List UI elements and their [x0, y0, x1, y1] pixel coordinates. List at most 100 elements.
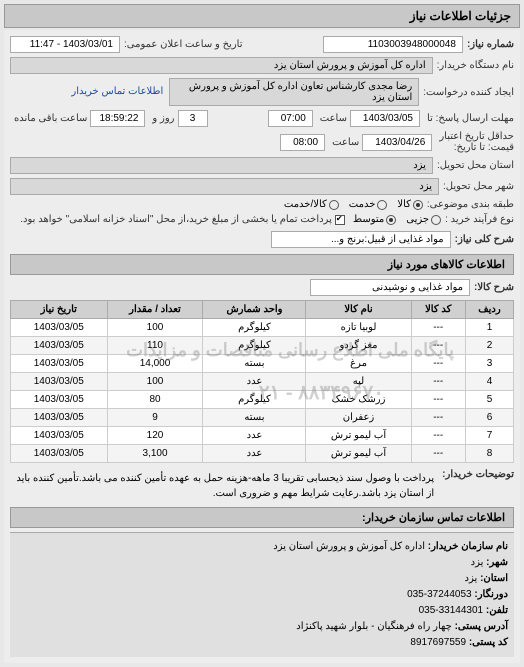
- city-value: یزد: [10, 178, 439, 195]
- deadline-send-time: 07:00: [268, 110, 313, 127]
- goods-table: ردیف کد کالا نام کالا واحد شمارش تعداد /…: [10, 300, 514, 463]
- province-label: استان محل تحویل:: [437, 160, 514, 171]
- table-cell: 2: [465, 337, 513, 355]
- table-cell: 6: [465, 409, 513, 427]
- time-label-1: ساعت: [320, 113, 347, 124]
- radio-dot-icon: [413, 200, 423, 210]
- radio-khadmat[interactable]: خدمت: [349, 199, 388, 210]
- col-qty: تعداد / مقدار: [107, 301, 203, 319]
- form-area: شماره نیاز: 1103003948000048 تاریخ و ساع…: [4, 30, 520, 663]
- notes-text: پرداخت با وصول سند ذیحسابی تقریبا 3 ماهه…: [10, 469, 438, 503]
- table-cell: مرغ: [306, 355, 411, 373]
- table-cell: 3: [465, 355, 513, 373]
- radio-dot-icon: [377, 200, 387, 210]
- table-cell: لپه: [306, 373, 411, 391]
- announce-label: تاریخ و ساعت اعلان عمومی:: [124, 39, 243, 50]
- table-cell: 1403/03/05: [11, 445, 108, 463]
- table-cell: کیلوگرم: [203, 391, 306, 409]
- table-row: 8---آب لیمو ترشعدد3,1001403/03/05: [11, 445, 514, 463]
- req-num-value: 1103003948000048: [323, 36, 463, 53]
- category-radio-group: کالا خدمت کالا/خدمت: [284, 199, 423, 210]
- col-unit: واحد شمارش: [203, 301, 306, 319]
- table-cell: 5: [465, 391, 513, 409]
- buyer-device-value: اداره کل آموزش و پرورش استان یزد: [10, 57, 433, 74]
- radio-motavaset-label: متوسط: [353, 214, 384, 225]
- contact-prov-label: استان:: [480, 573, 508, 584]
- table-cell: ---: [411, 445, 465, 463]
- col-name: نام کالا: [306, 301, 411, 319]
- process-label: نوع فرآیند خرید :: [445, 214, 514, 225]
- contact-link[interactable]: اطلاعات تماس خریدار: [65, 84, 169, 100]
- goods-name-value: مواد غذایی و نوشیدنی: [310, 279, 470, 296]
- valid-label-1: حداقل تاریخ اعتبار: [439, 131, 514, 142]
- goods-header: اطلاعات کالاهای مورد نیاز: [10, 254, 514, 275]
- contact-tel: 33144301-035: [419, 605, 484, 616]
- contact-fax: 37244053-035: [407, 589, 472, 600]
- table-cell: 8: [465, 445, 513, 463]
- radio-jozi[interactable]: جزیی: [406, 214, 441, 225]
- table-cell: لوبیا تازه: [306, 319, 411, 337]
- radio-kala-khadamat[interactable]: کالا/خدمت: [284, 199, 339, 210]
- valid-label-2: قیمت: تا تاریخ:: [439, 142, 514, 153]
- table-cell: 100: [107, 319, 203, 337]
- radio-jozi-label: جزیی: [406, 214, 429, 225]
- time-label-2: ساعت: [332, 137, 359, 148]
- category-label: طبقه بندی موضوعی:: [427, 199, 514, 210]
- desc-label: شرح کلی نیاز:: [455, 234, 514, 245]
- table-row: 1---لوبیا تازهکیلوگرم1001403/03/05: [11, 319, 514, 337]
- contact-tel-label: تلفن:: [486, 605, 508, 616]
- contact-city: یزد: [471, 557, 484, 568]
- table-cell: عدد: [203, 373, 306, 391]
- announce-value: 1403/03/01 - 11:47: [10, 36, 120, 53]
- table-row: 3---مرغبسته14,0001403/03/05: [11, 355, 514, 373]
- process-note: پرداخت تمام یا بخشی از مبلغ خرید،از محل …: [20, 214, 332, 225]
- table-cell: زرشک خشک: [306, 391, 411, 409]
- table-cell: 1403/03/05: [11, 373, 108, 391]
- contact-org-label: نام سازمان خریدار:: [428, 541, 508, 552]
- city-label: شهر محل تحویل:: [443, 181, 514, 192]
- contact-post: 8917697559: [410, 637, 466, 648]
- contact-prov: یزد: [465, 573, 478, 584]
- table-row: 4---لپهعدد1001403/03/05: [11, 373, 514, 391]
- table-row: 6---زعفرانبسته91403/03/05: [11, 409, 514, 427]
- table-cell: بسته: [203, 355, 306, 373]
- table-cell: آب لیمو ترش: [306, 445, 411, 463]
- table-cell: 1403/03/05: [11, 427, 108, 445]
- table-cell: ---: [411, 391, 465, 409]
- requester-label: ایجاد کننده درخواست:: [423, 87, 514, 98]
- table-cell: 120: [107, 427, 203, 445]
- table-cell: 1403/03/05: [11, 391, 108, 409]
- notes-label: توضیحات خریدار:: [442, 469, 514, 480]
- remain-label-1: روز و: [152, 113, 174, 124]
- table-row: 7---آب لیمو ترشعدد1201403/03/05: [11, 427, 514, 445]
- table-cell: 80: [107, 391, 203, 409]
- table-cell: کیلوگرم: [203, 337, 306, 355]
- table-cell: ---: [411, 319, 465, 337]
- table-cell: ---: [411, 427, 465, 445]
- table-cell: بسته: [203, 409, 306, 427]
- contact-block: نام سازمان خریدار: اداره کل آموزش و پرور…: [10, 532, 514, 657]
- contact-post-label: کد پستی:: [469, 637, 508, 648]
- table-cell: 9: [107, 409, 203, 427]
- process-radio-group: جزیی متوسط: [353, 214, 441, 225]
- table-cell: ---: [411, 409, 465, 427]
- col-code: کد کالا: [411, 301, 465, 319]
- radio-kala-label: کالا: [397, 199, 411, 210]
- panel-title: جزئیات اطلاعات نیاز: [4, 4, 520, 28]
- treasury-checkbox[interactable]: [335, 215, 345, 225]
- table-cell: 4: [465, 373, 513, 391]
- goods-name-label: شرح کالا:: [474, 282, 514, 293]
- radio-kala-khadamat-label: کالا/خدمت: [284, 199, 327, 210]
- contact-fax-label: دورنگار:: [474, 589, 508, 600]
- radio-motavaset[interactable]: متوسط: [353, 214, 396, 225]
- table-cell: 1403/03/05: [11, 337, 108, 355]
- contact-org: اداره کل آموزش و پرورش استان یزد: [273, 541, 425, 552]
- table-cell: 1403/03/05: [11, 409, 108, 427]
- table-cell: آب لیمو ترش: [306, 427, 411, 445]
- radio-dot-icon: [329, 200, 339, 210]
- table-cell: 3,100: [107, 445, 203, 463]
- desc-value: مواد غذایی از قبیل:برنج و...: [271, 231, 451, 248]
- contact-city-label: شهر:: [486, 557, 508, 568]
- table-cell: 14,000: [107, 355, 203, 373]
- radio-kala[interactable]: کالا: [397, 199, 423, 210]
